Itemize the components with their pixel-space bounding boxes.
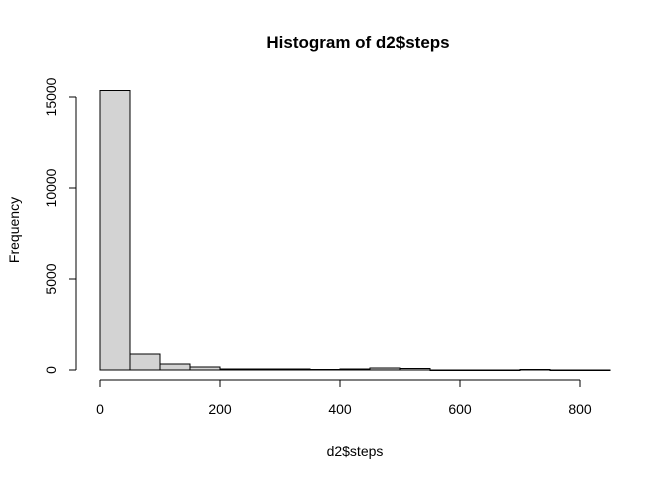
x-axis-label: d2$steps bbox=[327, 443, 384, 459]
histogram-bar-8 bbox=[339, 368, 371, 371]
x-tick-label-2: 400 bbox=[328, 401, 352, 417]
x-tick-label-0: 0 bbox=[96, 401, 104, 417]
histogram-bar-10 bbox=[399, 367, 431, 371]
histogram-bar-9 bbox=[369, 367, 401, 371]
histogram-bar-3 bbox=[189, 366, 221, 371]
x-tick-label-4: 800 bbox=[568, 401, 592, 417]
y-tick-label-2: 10000 bbox=[43, 168, 59, 207]
histogram-bar-15 bbox=[549, 369, 581, 371]
y-tick-label-0: 0 bbox=[43, 366, 59, 374]
histogram-bar-11 bbox=[429, 369, 461, 371]
x-tick-label-3: 600 bbox=[448, 401, 472, 417]
histogram-bar-16 bbox=[579, 369, 611, 371]
histogram-bar-1 bbox=[129, 353, 161, 371]
histogram-bar-5 bbox=[249, 368, 281, 371]
y-axis-label: Frequency bbox=[6, 197, 22, 263]
histogram-bar-12 bbox=[459, 369, 491, 371]
histogram-bar-13 bbox=[489, 369, 521, 371]
x-tick-label-1: 200 bbox=[208, 401, 232, 417]
y-axis: 0 5000 10000 15000 bbox=[43, 77, 77, 374]
histogram-bar-7 bbox=[309, 368, 341, 371]
histogram-bar-6 bbox=[279, 368, 311, 371]
x-axis: 0 200 400 600 800 bbox=[96, 379, 592, 417]
histogram-bar-0 bbox=[99, 90, 131, 371]
histogram-bar-4 bbox=[219, 368, 251, 371]
chart-title: Histogram of d2$steps bbox=[266, 33, 449, 52]
histogram-bar-2 bbox=[159, 363, 191, 371]
histogram-bar-14 bbox=[519, 368, 551, 371]
y-tick-label-1: 5000 bbox=[43, 263, 59, 294]
histogram-bars bbox=[99, 90, 611, 371]
y-tick-label-3: 15000 bbox=[43, 77, 59, 116]
